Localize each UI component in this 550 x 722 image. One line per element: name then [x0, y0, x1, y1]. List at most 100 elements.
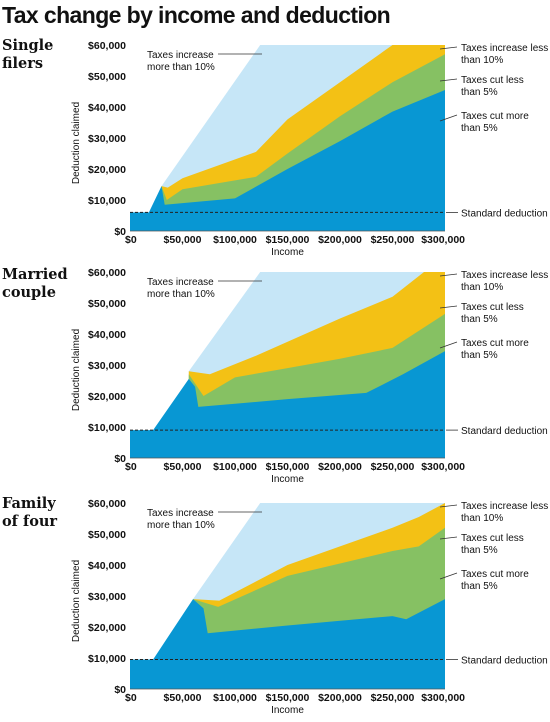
y-tick-label: $40,000 — [88, 560, 126, 572]
x-axis-title: Income — [271, 474, 304, 485]
y-tick-label: $50,000 — [88, 529, 126, 541]
y-tick-label: $10,000 — [88, 653, 126, 665]
x-tick-label: $300,000 — [421, 692, 465, 704]
x-tick-label: $0 — [125, 461, 137, 473]
y-tick-label: $20,000 — [88, 622, 126, 634]
label-taxes-cut-more-than-5: Taxes cut more — [461, 569, 529, 580]
label-taxes-cut-less-than-5: than 5% — [461, 314, 498, 325]
y-axis-title: Deduction claimed — [71, 560, 82, 642]
leader-line — [439, 78, 458, 82]
label-taxes-increase-less-than-10: Taxes increase less — [461, 501, 548, 512]
leader-line — [439, 273, 458, 277]
label-taxes-increase-less-than-10: Taxes increase less — [461, 270, 548, 281]
y-tick-label: $30,000 — [88, 133, 126, 145]
label-taxes-increase-less-than-10: than 10% — [461, 55, 503, 66]
x-tick-label: $100,000 — [213, 692, 257, 704]
x-tick-label: $0 — [125, 692, 137, 704]
x-tick-label: $200,000 — [318, 692, 362, 704]
panel-title-line: of four — [2, 513, 58, 530]
label-taxes-increase-less-than-10: than 10% — [461, 282, 503, 293]
label-taxes-cut-less-than-5: Taxes cut less — [461, 75, 524, 86]
y-tick-label: $30,000 — [88, 360, 126, 372]
panel-title-single: Single filers — [2, 37, 72, 73]
x-tick-label: $300,000 — [421, 461, 465, 473]
leader-line — [439, 504, 458, 508]
y-tick-label: $0 — [114, 226, 126, 238]
label-taxes-increase-more-than-10: more than 10% — [147, 520, 215, 531]
region-taxes-cut-more-than-5 — [130, 351, 445, 458]
region-taxes-cut-more-than-5 — [130, 90, 445, 231]
panel-title-line: Married — [2, 266, 68, 283]
x-tick-label: $50,000 — [164, 461, 202, 473]
chart-panel-1: $0 $10,000 $20,000 $30,000 $40,000 $50,000 $60… — [71, 267, 548, 485]
panel-title-line: filers — [2, 55, 44, 72]
panel-title-line: couple — [2, 284, 56, 301]
y-tick-label: $40,000 — [88, 329, 126, 341]
label-taxes-cut-more-than-5: than 5% — [461, 581, 498, 592]
leader-line — [439, 46, 458, 50]
x-axis-title: Income — [271, 705, 304, 716]
label-taxes-cut-more-than-5: Taxes cut more — [461, 111, 529, 122]
x-tick-label: $100,000 — [213, 234, 257, 246]
y-tick-label: $60,000 — [88, 40, 126, 52]
y-tick-label: $10,000 — [88, 195, 126, 207]
label-taxes-cut-less-than-5: than 5% — [461, 87, 498, 98]
y-tick-label: $60,000 — [88, 267, 126, 279]
x-tick-label: $50,000 — [164, 234, 202, 246]
leader-line — [439, 572, 458, 580]
panel-title-line: Family — [2, 495, 56, 512]
x-tick-label: $250,000 — [371, 234, 415, 246]
chart-panel-0: $0 $10,000 $20,000 $30,000 $40,000 $50,000 $60… — [71, 40, 548, 258]
label-taxes-cut-more-than-5: than 5% — [461, 123, 498, 134]
label-taxes-cut-more-than-5: Taxes cut more — [461, 338, 529, 349]
x-tick-label: $200,000 — [318, 234, 362, 246]
x-tick-label: $250,000 — [371, 692, 415, 704]
label-taxes-cut-less-than-5: Taxes cut less — [461, 302, 524, 313]
x-tick-label: $150,000 — [266, 461, 310, 473]
panel-title-line: Single — [2, 37, 54, 54]
x-tick-label: $250,000 — [371, 461, 415, 473]
label-taxes-increase-more-than-10: Taxes increase — [147, 277, 214, 288]
y-tick-label: $60,000 — [88, 498, 126, 510]
chart-panel-2: $0 $10,000 $20,000 $30,000 $40,000 $50,000 $60… — [71, 498, 548, 716]
leader-line — [439, 305, 458, 309]
label-taxes-increase-less-than-10: than 10% — [461, 513, 503, 524]
y-tick-label: $0 — [114, 684, 126, 696]
leader-line — [439, 114, 458, 122]
label-taxes-cut-less-than-5: Taxes cut less — [461, 533, 524, 544]
label-taxes-increase-more-than-10: Taxes increase — [147, 50, 214, 61]
x-tick-label: $150,000 — [266, 692, 310, 704]
label-taxes-cut-less-than-5: than 5% — [461, 545, 498, 556]
label-taxes-cut-more-than-5: than 5% — [461, 350, 498, 361]
label-taxes-increase-more-than-10: more than 10% — [147, 289, 215, 300]
label-standard-deduction: Standard deduction — [461, 426, 548, 437]
x-tick-label: $150,000 — [266, 234, 310, 246]
x-tick-label: $300,000 — [421, 234, 465, 246]
label-taxes-increase-less-than-10: Taxes increase less — [461, 43, 548, 54]
panel-title-married: Married couple — [2, 266, 72, 302]
y-tick-label: $50,000 — [88, 298, 126, 310]
y-tick-label: $20,000 — [88, 391, 126, 403]
y-axis-title: Deduction claimed — [71, 329, 82, 411]
label-standard-deduction: Standard deduction — [461, 208, 548, 219]
y-tick-label: $20,000 — [88, 164, 126, 176]
label-standard-deduction: Standard deduction — [461, 656, 548, 667]
leader-line — [439, 341, 458, 349]
y-tick-label: $30,000 — [88, 591, 126, 603]
x-tick-label: $0 — [125, 234, 137, 246]
label-taxes-increase-more-than-10: Taxes increase — [147, 508, 214, 519]
panel-title-family: Family of four — [2, 495, 72, 531]
label-taxes-increase-more-than-10: more than 10% — [147, 62, 215, 73]
x-tick-label: $50,000 — [164, 692, 202, 704]
y-tick-label: $10,000 — [88, 422, 126, 434]
y-tick-label: $0 — [114, 453, 126, 465]
region-taxes-cut-more-than-5 — [130, 599, 445, 689]
x-axis-title: Income — [271, 247, 304, 258]
x-tick-label: $100,000 — [213, 461, 257, 473]
y-tick-label: $50,000 — [88, 71, 126, 83]
page-title: Tax change by income and deduction — [2, 2, 391, 28]
y-axis-title: Deduction claimed — [71, 102, 82, 184]
leader-line — [439, 536, 458, 540]
y-tick-label: $40,000 — [88, 102, 126, 114]
